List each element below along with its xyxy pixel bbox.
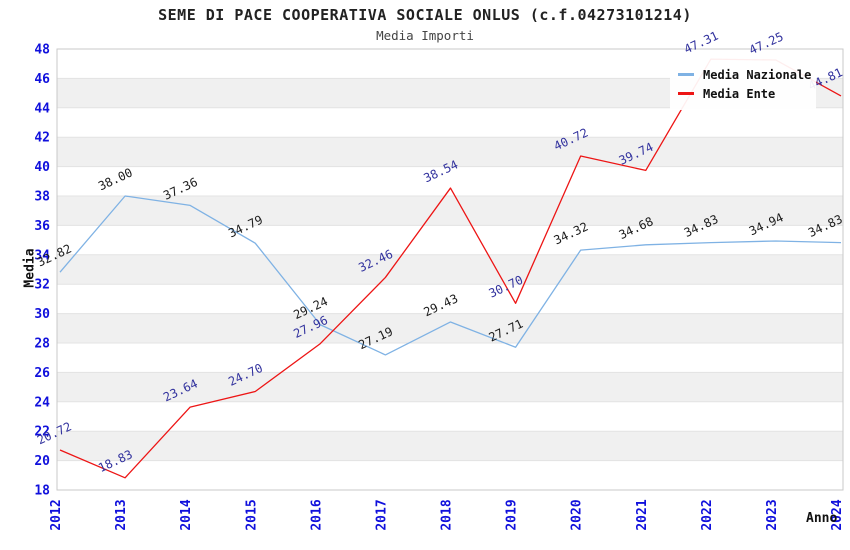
y-tick-label: 48	[34, 43, 50, 58]
data-label-media-nazionale: 38.00	[96, 165, 135, 193]
chart-title: SEME DI PACE COOPERATIVA SOCIALE ONLUS (…	[158, 6, 692, 24]
y-tick-label: 46	[34, 72, 50, 87]
grid-band	[57, 372, 843, 402]
grid-band	[57, 254, 843, 285]
y-tick-label: 24	[34, 395, 50, 410]
y-tick-label: 40	[34, 160, 50, 175]
x-tick-label: 2023	[765, 499, 780, 530]
legend-label: Media Nazionale	[703, 67, 812, 82]
x-tick-label: 2016	[309, 499, 324, 530]
y-tick-label: 30	[34, 307, 50, 322]
legend-label: Media Ente	[703, 86, 776, 101]
series-line-media-nazionale	[59, 195, 842, 356]
grid-band	[57, 196, 843, 226]
legend-item-media-ente[interactable]: Media Ente	[678, 84, 808, 103]
grid-band	[57, 137, 843, 167]
x-tick-label: 2024	[830, 499, 845, 530]
y-tick-label: 44	[34, 101, 50, 116]
plot-area	[56, 48, 844, 491]
y-tick-label: 22	[34, 425, 50, 440]
y-tick-label: 18	[34, 484, 50, 499]
x-tick-label: 2017	[374, 499, 389, 530]
legend-swatch-icon	[678, 92, 694, 95]
x-axis-title: Anno	[806, 511, 838, 526]
grid-band	[57, 431, 843, 461]
x-tick-label: 2020	[570, 499, 585, 530]
y-tick-label: 32	[34, 278, 50, 293]
y-tick-label: 28	[34, 337, 50, 352]
y-tick-label: 34	[34, 248, 50, 263]
y-tick-label: 20	[34, 454, 50, 469]
y-tick-label: 38	[34, 190, 50, 205]
legend-swatch-icon	[678, 73, 694, 76]
y-tick-label: 42	[34, 131, 50, 146]
x-tick-label: 2015	[244, 499, 259, 530]
x-tick-label: 2012	[49, 499, 64, 530]
x-tick-label: 2019	[505, 499, 520, 530]
grid-band	[57, 313, 843, 343]
x-tick-label: 2021	[635, 499, 650, 530]
x-tick-label: 2014	[179, 499, 194, 530]
legend: Media Nazionale Media Ente	[670, 58, 816, 110]
chart-subtitle: Media Importi	[376, 28, 474, 43]
y-axis-title: Media	[22, 248, 38, 288]
y-tick-label: 36	[34, 219, 50, 234]
legend-item-media-nazionale[interactable]: Media Nazionale	[678, 65, 812, 84]
x-tick-label: 2022	[700, 499, 715, 530]
x-tick-label: 2018	[440, 499, 455, 530]
x-tick-label: 2013	[114, 499, 129, 530]
y-tick-label: 26	[34, 366, 50, 381]
